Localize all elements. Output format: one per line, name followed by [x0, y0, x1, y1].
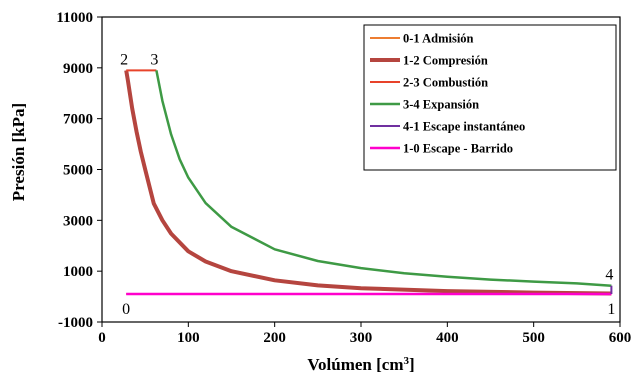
y-tick-label: 7000	[63, 112, 93, 128]
x-tick-label: 600	[609, 330, 632, 346]
y-tick-label: 5000	[63, 163, 93, 179]
x-tick-label: 100	[177, 330, 200, 346]
x-tick-label: 300	[350, 330, 373, 346]
legend-label: 1-2 Compresión	[403, 54, 488, 68]
point-label: 1	[607, 301, 615, 318]
x-axis-title-sup: 3	[404, 355, 410, 367]
y-tick-label: 3000	[63, 213, 93, 229]
point-label: 2	[120, 51, 128, 68]
series-line	[155, 70, 612, 287]
legend-label: 3-4 Expansión	[403, 98, 479, 112]
series-line	[124, 70, 612, 296]
x-tick-label: 500	[522, 330, 545, 346]
x-tick-label: 400	[436, 330, 459, 346]
x-axis-title: Volúmen [cm3]	[307, 355, 414, 374]
x-axis-title-end: ]	[409, 355, 415, 374]
legend-box	[363, 24, 617, 171]
legend-label: 2-3 Combustión	[403, 76, 488, 90]
x-tick-label: 0	[98, 330, 106, 346]
legend-label: 0-1 Admisión	[403, 32, 474, 46]
legend-label: 4-1 Escape instantáneo	[403, 120, 525, 134]
point-label: 3	[150, 51, 158, 68]
legend-items: 0-1 Admisión 1-2 Compresión 2-3 Combustión…	[370, 32, 525, 156]
legend: 0-1 Admisión 1-2 Compresión 2-3 Combustión…	[363, 24, 617, 171]
axis-ticks: 0 100 200 300 400 500 600 -1000 1000 3000 5000 7000…	[56, 10, 631, 346]
point-label: 4	[605, 267, 613, 284]
point-labels: 2 3 4 0 1	[120, 51, 615, 318]
point-label: 0	[122, 301, 130, 318]
legend-label: 1-0 Escape - Barrido	[403, 142, 513, 156]
y-tick-label: -1000	[58, 315, 93, 331]
y-tick-label: 9000	[63, 61, 93, 77]
series-group	[124, 69, 613, 296]
x-tick-label: 200	[263, 330, 286, 346]
y-tick-label: 11000	[56, 10, 93, 26]
y-tick-label: 1000	[63, 264, 93, 280]
y-axis-title: Presión [kPa]	[9, 103, 28, 201]
x-axis-title-main: Volúmen [cm	[307, 355, 403, 374]
